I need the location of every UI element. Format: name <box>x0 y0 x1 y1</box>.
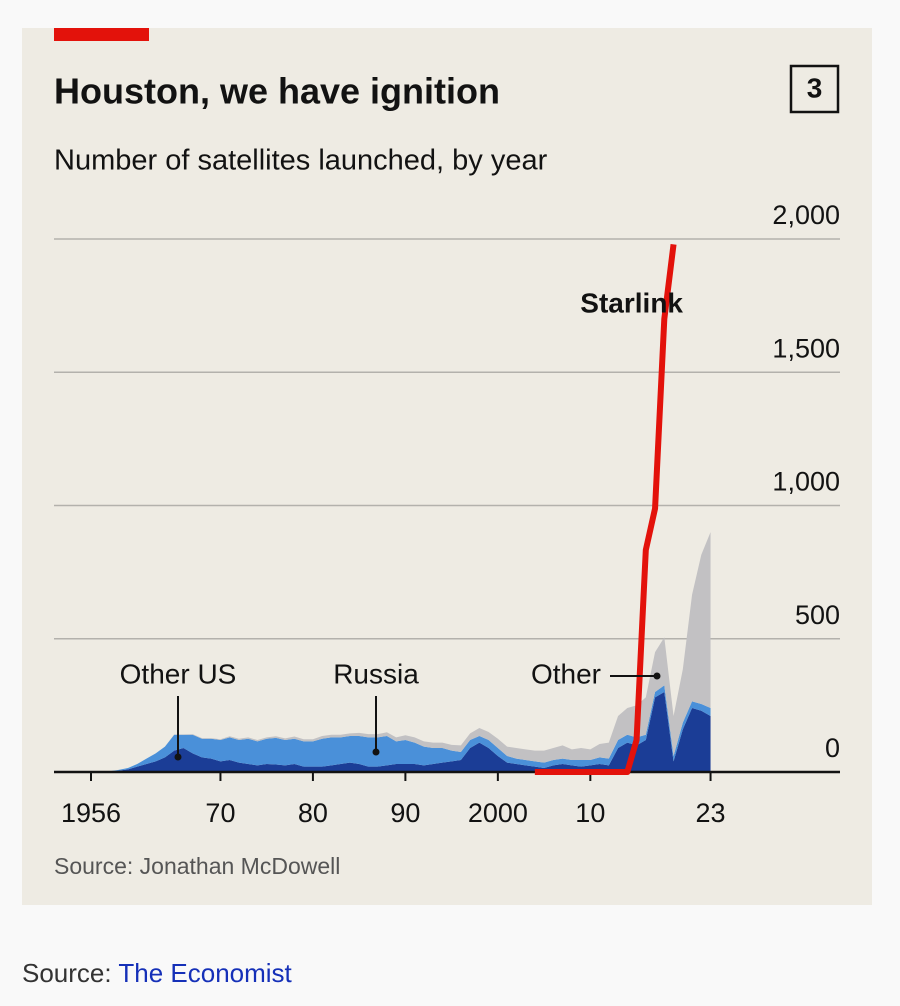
plot: 0 500 1,000 1,500 2,000 1956 70 80 90 2000 10 23 Oth… <box>54 200 840 828</box>
y-tick-label: 1,000 <box>772 467 840 497</box>
footer-link[interactable]: The Economist <box>118 958 292 988</box>
series-label: Other US <box>120 658 237 689</box>
x-tick-label: 80 <box>298 798 328 828</box>
x-tick-label: 90 <box>390 798 420 828</box>
badge-box <box>789 64 840 114</box>
line <box>534 243 677 775</box>
series-label: Starlink <box>580 287 683 318</box>
y-tick-label: 2,000 <box>772 200 840 230</box>
series-label: Russia <box>333 658 419 689</box>
chart: Houston, we have ignition Number of sate… <box>22 28 872 905</box>
badge: 3 <box>807 72 823 103</box>
x-tick-label: 70 <box>205 798 235 828</box>
x-tick-label: 1956 <box>61 798 121 828</box>
x-tick-label: 2000 <box>468 798 528 828</box>
chart-title: Houston, we have ignition <box>54 71 500 112</box>
y-tick-label: 500 <box>795 600 840 630</box>
leader-dot <box>372 748 380 756</box>
red-tag <box>54 28 149 41</box>
footer: Source: The Economist <box>22 958 292 989</box>
x-tick-label: 23 <box>696 798 726 828</box>
area <box>90 685 711 772</box>
source: Source: Jonathan McDowell <box>54 853 340 879</box>
series-label: Other <box>531 658 601 689</box>
y-tick-label: 1,500 <box>772 333 840 363</box>
x-tick-label: 10 <box>575 798 605 828</box>
leader-dot <box>174 753 182 761</box>
y-tick-label: 0 <box>825 733 840 763</box>
area <box>90 692 711 772</box>
leader-dot <box>653 672 661 680</box>
chart-subtitle: Number of satellites launched, by year <box>54 145 548 177</box>
footer-label: Source: <box>22 958 112 988</box>
